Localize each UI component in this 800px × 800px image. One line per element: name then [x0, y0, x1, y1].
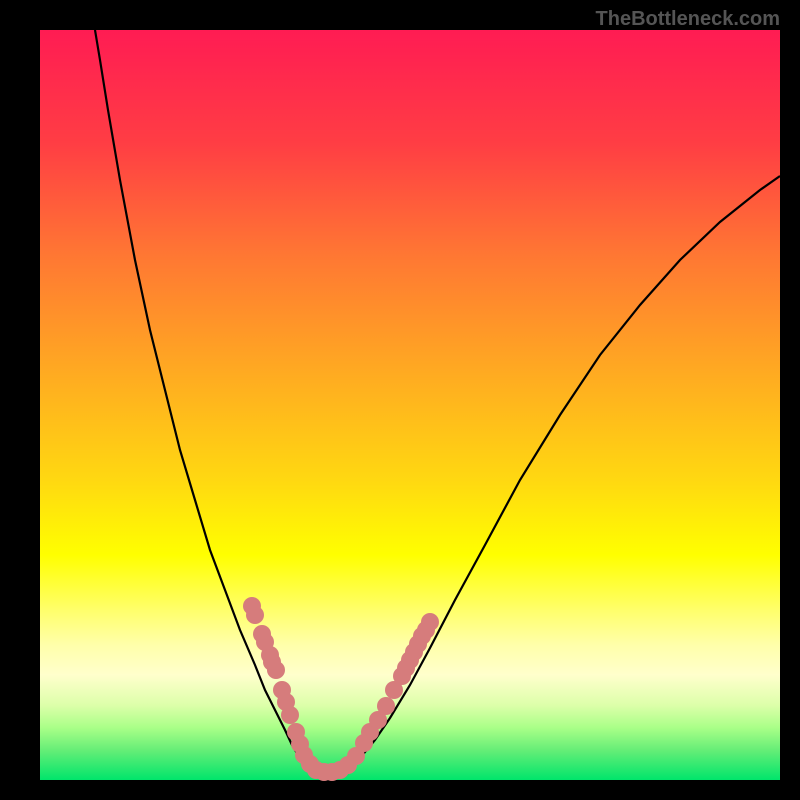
marker-dot [377, 697, 395, 715]
curve-layer [40, 30, 780, 780]
plot-area [40, 30, 780, 780]
marker-group [243, 597, 439, 781]
watermark-text: TheBottleneck.com [596, 8, 780, 31]
marker-dot [267, 661, 285, 679]
marker-dot [246, 606, 264, 624]
marker-dot [281, 706, 299, 724]
bottleneck-curve [95, 30, 780, 773]
marker-dot [421, 613, 439, 631]
